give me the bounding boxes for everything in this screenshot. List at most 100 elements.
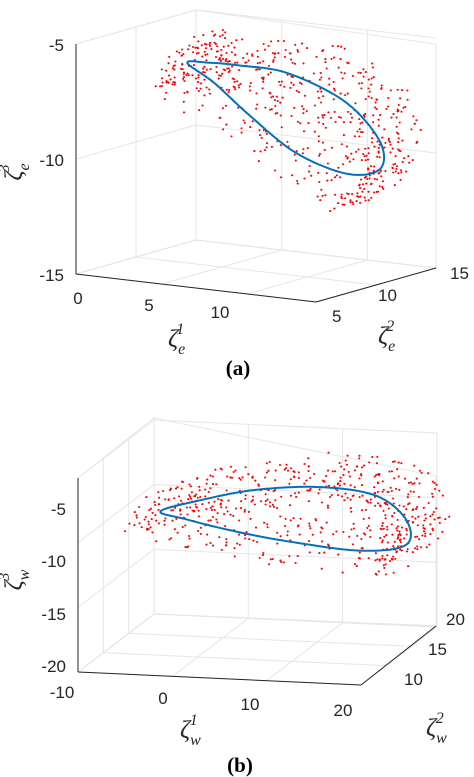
panel-b-scatter-point — [424, 517, 427, 520]
panel-b-scatter-point — [396, 525, 400, 528]
panel-b-scatter-point — [233, 547, 236, 550]
panel-b-scatter-point — [267, 469, 270, 472]
panel-b-scatter-point — [342, 474, 345, 477]
panel-b-scatter-point — [154, 514, 157, 517]
panel-a-scatter-point — [238, 69, 241, 72]
panel-a-scatter-point — [298, 81, 302, 84]
panel-b-scatter-point — [382, 509, 385, 512]
panel-b-grid-z-left-2 — [77, 548, 155, 608]
panel-b-scatter-point — [220, 506, 223, 509]
panel-a-scatter-point — [369, 165, 373, 168]
panel-a-xtick-3: 10 — [211, 303, 230, 322]
panel-a-scatter-point — [318, 78, 321, 81]
panel-b-scatter-point — [250, 500, 253, 503]
panel-b-scatter-point — [403, 477, 407, 480]
panel-a-scatter-point — [180, 48, 184, 51]
panel-a-scatter-point — [367, 78, 370, 81]
panel-a-scatter-point — [186, 72, 189, 75]
panel-a-xlabel-sub: e — [178, 341, 185, 358]
panel-b-scatter-point — [314, 518, 317, 521]
panel-a-scatter-point — [343, 72, 346, 75]
panel-a-scatter-point — [397, 172, 400, 175]
panel-b-scatter-point — [384, 501, 388, 504]
panel-b-scatter-point — [271, 503, 274, 506]
panel-b-scatter-point — [352, 494, 355, 497]
panel-b-scatter-point — [157, 522, 160, 525]
panel-b-scatter-point — [390, 489, 393, 493]
panel-b-scatter-point — [386, 541, 389, 544]
panel-a-scatter-point — [363, 187, 366, 190]
panel-b-scatter-point — [251, 499, 254, 502]
panel-b-grid-z-right-1 — [153, 484, 438, 499]
panel-a-scatter-point — [216, 50, 219, 53]
panel-b-scatter-point — [378, 559, 381, 562]
panel-b-scatter-point — [358, 551, 361, 554]
panel-a-scatter-point — [263, 48, 267, 51]
panel-a-zlabel: ζe3 — [0, 163, 33, 180]
panel-a-scatter-point — [226, 67, 229, 70]
panel-a-scatter-point — [277, 52, 280, 55]
panel-b-scatter-point — [431, 480, 434, 483]
panel-a-scatter-point — [337, 202, 340, 205]
panel-b-scatter-point — [225, 489, 228, 492]
panel-a-scatter-point — [228, 60, 231, 63]
panel-b-scatter-point — [338, 484, 342, 487]
panel-a-scatter-point — [257, 160, 260, 163]
panel-b-scatter-point — [431, 492, 434, 495]
panel-b-scatter-point — [257, 483, 260, 486]
panel-a-scatter-point — [376, 178, 379, 181]
panel-a-scatter-point — [324, 194, 327, 197]
panel-b-scatter-point — [419, 546, 423, 549]
panel-a-scatter-point — [399, 178, 402, 181]
panel-b-scatter-point — [143, 518, 146, 521]
panel-b-scatter-point — [219, 502, 222, 505]
panel-b-scatter-point — [285, 463, 288, 466]
panel-b-scatter-point — [217, 498, 220, 501]
panel-b-scatter-point — [382, 488, 385, 491]
panel-a-scatter-point — [218, 116, 221, 119]
panel-b-scatter-point — [438, 521, 441, 524]
panel-a-scatter-point — [219, 59, 222, 62]
panel-a-scatter-point — [324, 126, 327, 129]
panel-a-scatter-point — [224, 59, 227, 62]
panel-b-scatter-point — [441, 494, 444, 497]
panel-a-scatter-point — [165, 69, 168, 72]
panel-a-scatter-point — [359, 195, 362, 198]
panel-b-scatter-point — [292, 517, 295, 520]
panel-a-scatter-point — [356, 130, 359, 133]
panel-b-scatter-point — [289, 467, 293, 470]
panel-b-scatter-point — [303, 462, 306, 466]
panel-a-scatter-point — [368, 90, 371, 93]
panel-a-scatter-point — [411, 159, 414, 162]
panel-b-scatter-point — [422, 506, 425, 509]
panel-a-scatter-point — [173, 81, 177, 84]
panel-b-scatter-point — [204, 488, 207, 491]
panel-b-scatter-point — [239, 478, 242, 481]
panel-b-scatter-point — [279, 559, 282, 562]
panel-b-scatter-point — [396, 537, 399, 540]
panel-a-scatter-point — [225, 123, 228, 126]
panel-b-scatter-point — [276, 531, 279, 534]
panel-b-scatter-point — [188, 537, 191, 540]
panel-a-grid-y-floor-2 — [195, 239, 437, 269]
panel-b-scatter-point — [283, 468, 286, 471]
panel-a-scatter-point — [182, 75, 185, 79]
panel-a-scatter-point — [364, 199, 367, 202]
panel-b-scatter-point — [244, 497, 247, 501]
panel-a-scatter-point — [371, 62, 374, 65]
panel-a-scatter-point — [197, 40, 200, 43]
panel-a-scatter-point — [267, 44, 270, 48]
panel-a-scatter-point — [217, 77, 220, 80]
panel-a-scatter-point — [371, 66, 375, 69]
panel-b-scatter-point — [364, 508, 367, 511]
panel-a-scatter-point — [328, 83, 331, 86]
panel-a-scatter-point — [305, 47, 309, 50]
panel-b-scatter-point — [227, 499, 230, 502]
panel-a-scatter-point — [333, 110, 336, 113]
panel-b-scatter-point — [223, 513, 226, 516]
panel-b-scatter-point — [318, 552, 321, 555]
panel-b-scatter-point — [265, 462, 268, 465]
panel-b-scatter-point — [184, 546, 187, 549]
panel-a-scatter-point — [416, 140, 419, 143]
panel-b-scatter-point — [381, 541, 384, 544]
